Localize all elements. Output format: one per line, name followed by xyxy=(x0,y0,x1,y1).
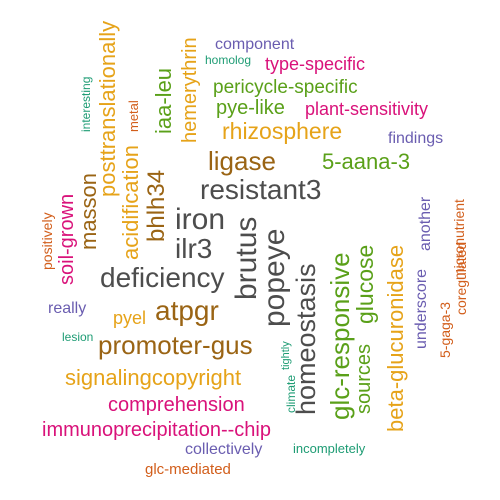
word-findings: findings xyxy=(388,130,444,147)
word-glc-mediated: glc-mediated xyxy=(145,461,231,478)
word-homolog: homolog xyxy=(205,53,252,67)
word-beta-glucuronidase: beta-glucuronidase xyxy=(383,244,408,432)
word-tightly: tightly xyxy=(280,341,292,370)
word-climate: climate xyxy=(284,374,298,413)
word-iron: iron xyxy=(175,203,226,236)
word-promoter-gus: promoter-gus xyxy=(98,330,253,360)
word-pyel: pyel xyxy=(113,308,147,328)
word-component: component xyxy=(215,36,295,53)
word-popeye: popeye xyxy=(258,228,291,327)
word-acidification: acidification xyxy=(118,145,143,260)
word-really: really xyxy=(48,300,87,317)
word-posttranslationally: posttranslationally xyxy=(95,20,120,197)
word-coregulated: coregulated xyxy=(453,241,469,315)
word-collectively: collectively xyxy=(185,441,263,458)
word-resistant3: resistant3 xyxy=(200,174,322,205)
word-ilr3: ilr3 xyxy=(175,233,213,264)
word-positively: positively xyxy=(39,212,55,270)
word-glc-responsive: glc-responsive xyxy=(325,252,355,420)
word-glucose: glucose xyxy=(352,244,378,324)
word-pye-like: pye-like xyxy=(216,97,285,119)
word-metal: metal xyxy=(126,100,141,132)
word-iaa-leu: iaa-leu xyxy=(151,67,176,134)
word-lesion: lesion xyxy=(62,330,94,344)
word-soil-grown: soil-grown xyxy=(56,193,78,285)
word-interesting: interesting xyxy=(79,76,93,132)
word-underscore: underscore xyxy=(413,268,430,349)
word-comprehension: comprehension xyxy=(108,394,245,416)
word-rhizosphere: rhizosphere xyxy=(222,118,343,144)
word-plant-sensitivity: plant-sensitivity xyxy=(305,99,429,119)
word-incompletely: incompletely xyxy=(293,441,366,456)
word-type-specific: type-specific xyxy=(265,54,366,74)
word-sources: sources xyxy=(353,343,375,414)
word-ligase: ligase xyxy=(208,146,276,176)
word-5-aana-3: 5-aana-3 xyxy=(322,149,411,174)
word-deficiency: deficiency xyxy=(100,262,225,293)
word-bhlh34: bhlh34 xyxy=(143,169,170,242)
word-hemerythrin: hemerythrin xyxy=(179,37,201,143)
word-pericycle-specific: pericycle-specific xyxy=(213,77,358,98)
word-atpgr: atpgr xyxy=(155,295,219,326)
word-immunoprecipitation-chip: immunoprecipitation--chip xyxy=(42,419,271,441)
word-another: another xyxy=(417,196,434,251)
word-5-gaga-3: 5-gaga-3 xyxy=(437,301,453,358)
word-signalingcopyright: signalingcopyright xyxy=(65,365,242,390)
